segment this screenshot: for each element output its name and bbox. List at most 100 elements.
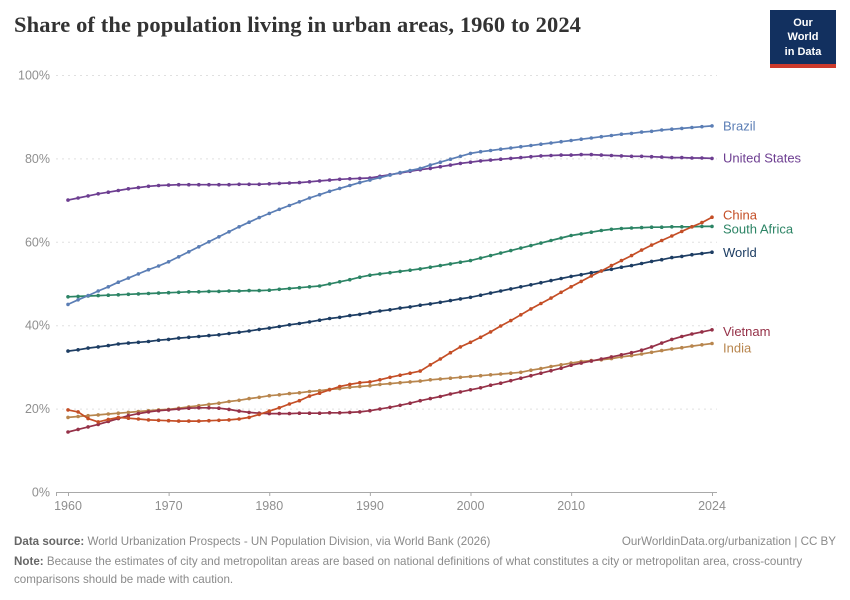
vietnam-point-1977[interactable] (237, 409, 241, 413)
vietnam-point-1972[interactable] (187, 406, 191, 411)
south_africa-point-2018[interactable] (649, 225, 654, 229)
united_states-point-1971[interactable] (176, 182, 181, 187)
south_africa-point-2011[interactable] (579, 232, 583, 236)
south_africa-point-1971[interactable] (176, 290, 181, 295)
brazil-point-1974[interactable] (207, 240, 211, 244)
vietnam-point-2018[interactable] (649, 345, 654, 349)
india-point-1977[interactable] (237, 398, 241, 403)
brazil-point-2000[interactable] (468, 151, 473, 156)
brazil-point-1970[interactable] (166, 260, 171, 264)
china-point-1968[interactable] (146, 418, 151, 422)
brazil-point-2011[interactable] (579, 137, 583, 141)
united_states-point-2002[interactable] (488, 158, 493, 162)
india-point-1982[interactable] (287, 391, 292, 396)
india-point-1981[interactable] (277, 393, 282, 397)
india-point-2009[interactable] (559, 363, 563, 367)
united_states-point-1986[interactable] (327, 178, 332, 182)
china-point-1964[interactable] (106, 417, 111, 422)
vietnam-point-2020[interactable] (670, 337, 674, 342)
brazil-point-2004[interactable] (509, 146, 513, 150)
south_africa-point-1977[interactable] (237, 289, 241, 293)
world-point-1972[interactable] (187, 335, 191, 340)
vietnam-point-1978[interactable] (247, 410, 251, 415)
brazil-point-1995[interactable] (418, 166, 423, 171)
united_states-point-1975[interactable] (217, 182, 221, 187)
south_africa-point-1978[interactable] (247, 288, 251, 293)
united_states-point-1979[interactable] (257, 182, 262, 187)
united_states-point-2021[interactable] (680, 155, 684, 160)
china-point-1978[interactable] (247, 415, 251, 420)
vietnam-point-1971[interactable] (176, 407, 181, 411)
vietnam-point-2000[interactable] (468, 388, 473, 392)
china-point-1965[interactable] (116, 415, 121, 420)
india-point-2002[interactable] (488, 373, 493, 377)
brazil-point-2006[interactable] (529, 143, 533, 148)
brazil-point-1993[interactable] (398, 170, 402, 175)
south_africa-point-1982[interactable] (287, 286, 292, 291)
china-point-1966[interactable] (126, 416, 131, 421)
south_africa-point-1974[interactable] (207, 289, 211, 294)
brazil-point-2020[interactable] (670, 127, 674, 131)
united_states-label[interactable]: United States (723, 150, 802, 165)
china-point-1983[interactable] (297, 398, 302, 403)
india-point-1960[interactable] (66, 415, 70, 420)
india-point-1997[interactable] (438, 377, 443, 381)
united_states-point-1983[interactable] (297, 180, 302, 185)
south_africa-point-1967[interactable] (136, 292, 141, 296)
india-point-2021[interactable] (680, 345, 684, 350)
south_africa-point-1976[interactable] (227, 289, 231, 293)
vietnam-point-1981[interactable] (277, 411, 282, 416)
brazil-point-1996[interactable] (428, 163, 433, 167)
united_states-point-2012[interactable] (589, 152, 594, 157)
south_africa-point-1960[interactable] (66, 295, 70, 299)
world-point-1991[interactable] (378, 309, 382, 313)
world-point-1987[interactable] (337, 315, 342, 320)
series-china[interactable]: China (66, 208, 758, 424)
china-point-1982[interactable] (287, 402, 292, 406)
china-point-1991[interactable] (378, 378, 382, 382)
brazil-point-2014[interactable] (609, 133, 614, 138)
world-point-2009[interactable] (559, 276, 563, 281)
vietnam-point-1975[interactable] (217, 406, 221, 411)
world-point-1962[interactable] (86, 346, 90, 350)
south_africa-point-1992[interactable] (388, 270, 392, 275)
china-point-2012[interactable] (589, 274, 594, 278)
china-point-2005[interactable] (519, 313, 523, 317)
south_africa-point-2024[interactable] (710, 224, 714, 229)
south_africa-point-2000[interactable] (468, 258, 473, 263)
china-point-1989[interactable] (358, 380, 362, 385)
world-point-2022[interactable] (690, 252, 694, 257)
south_africa-point-1980[interactable] (267, 288, 272, 293)
south_africa-point-2019[interactable] (659, 225, 664, 229)
united_states-point-2014[interactable] (609, 153, 614, 158)
vietnam-point-2001[interactable] (478, 386, 483, 390)
china-point-1969[interactable] (156, 418, 161, 423)
united_states-point-1966[interactable] (126, 187, 131, 191)
china-point-2003[interactable] (498, 324, 503, 328)
vietnam-point-1962[interactable] (86, 425, 90, 429)
united_states-point-2019[interactable] (659, 155, 664, 159)
united_states-point-2022[interactable] (690, 156, 694, 160)
brazil-point-1977[interactable] (237, 225, 241, 229)
united_states-point-2024[interactable] (710, 156, 714, 161)
vietnam-point-1976[interactable] (227, 407, 231, 412)
world-point-1983[interactable] (297, 321, 302, 326)
vietnam-point-2014[interactable] (609, 355, 614, 359)
vietnam-point-1973[interactable] (197, 406, 201, 410)
india-point-1999[interactable] (458, 375, 463, 380)
united_states-point-2001[interactable] (478, 159, 483, 163)
south_africa-point-2008[interactable] (549, 238, 553, 243)
vietnam-point-1998[interactable] (448, 392, 453, 396)
world-point-2015[interactable] (619, 265, 624, 270)
vietnam-point-1996[interactable] (428, 396, 433, 401)
china-point-2009[interactable] (559, 290, 563, 295)
south_africa-point-2017[interactable] (639, 225, 644, 230)
brazil-point-2008[interactable] (549, 141, 553, 145)
world-point-1969[interactable] (156, 338, 161, 343)
india-point-1993[interactable] (398, 380, 402, 385)
china-point-2013[interactable] (599, 269, 604, 273)
india-point-2005[interactable] (519, 370, 523, 375)
united_states-point-2007[interactable] (539, 154, 543, 158)
china-point-2016[interactable] (629, 253, 634, 258)
india-point-2008[interactable] (549, 364, 553, 369)
